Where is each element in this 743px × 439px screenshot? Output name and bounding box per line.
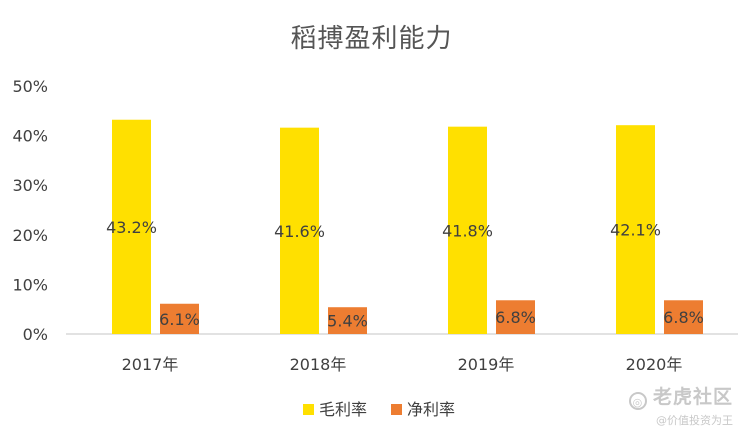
y-tick-label: 50% xyxy=(12,77,48,96)
data-label: 6.8% xyxy=(495,308,536,327)
bar-net-margin xyxy=(328,307,367,334)
bar-gross-margin xyxy=(112,119,151,334)
y-tick-label: 40% xyxy=(12,127,48,146)
bar-net-margin xyxy=(160,303,199,334)
data-label: 6.8% xyxy=(663,308,704,327)
legend-swatch xyxy=(303,404,314,415)
legend-label: 毛利率 xyxy=(319,400,367,419)
tiger-logo-icon: ◎ xyxy=(628,392,647,410)
data-label: 41.8% xyxy=(442,221,493,240)
data-label: 5.4% xyxy=(327,312,368,331)
chart-title: 稻搏盈利能力 xyxy=(290,24,453,54)
y-tick-label: 30% xyxy=(12,176,48,195)
watermark-author: @价值投资为王 xyxy=(656,414,733,427)
x-tick-label: 2018年 xyxy=(290,355,347,374)
bar-gross-margin xyxy=(448,126,487,334)
watermark-logo: ◎ 老虎社区 xyxy=(628,382,733,410)
y-tick-label: 0% xyxy=(23,325,48,344)
legend-swatch xyxy=(391,404,402,415)
y-tick-label: 20% xyxy=(12,226,48,245)
data-label: 41.6% xyxy=(274,222,325,241)
data-label: 43.2% xyxy=(106,218,157,237)
bar-net-margin xyxy=(664,300,703,334)
x-tick-label: 2017年 xyxy=(122,355,179,374)
x-tick-label: 2020年 xyxy=(626,355,683,374)
x-tick-label: 2019年 xyxy=(458,355,515,374)
bar-net-margin xyxy=(496,300,535,334)
data-label: 6.1% xyxy=(159,310,200,329)
bar-gross-margin xyxy=(616,125,655,335)
bar-gross-margin xyxy=(280,127,319,334)
legend-label: 净利率 xyxy=(407,400,455,419)
y-tick-label: 10% xyxy=(12,275,48,294)
data-label: 42.1% xyxy=(610,221,661,240)
watermark: ◎ 老虎社区 @价值投资为王 xyxy=(628,382,733,428)
